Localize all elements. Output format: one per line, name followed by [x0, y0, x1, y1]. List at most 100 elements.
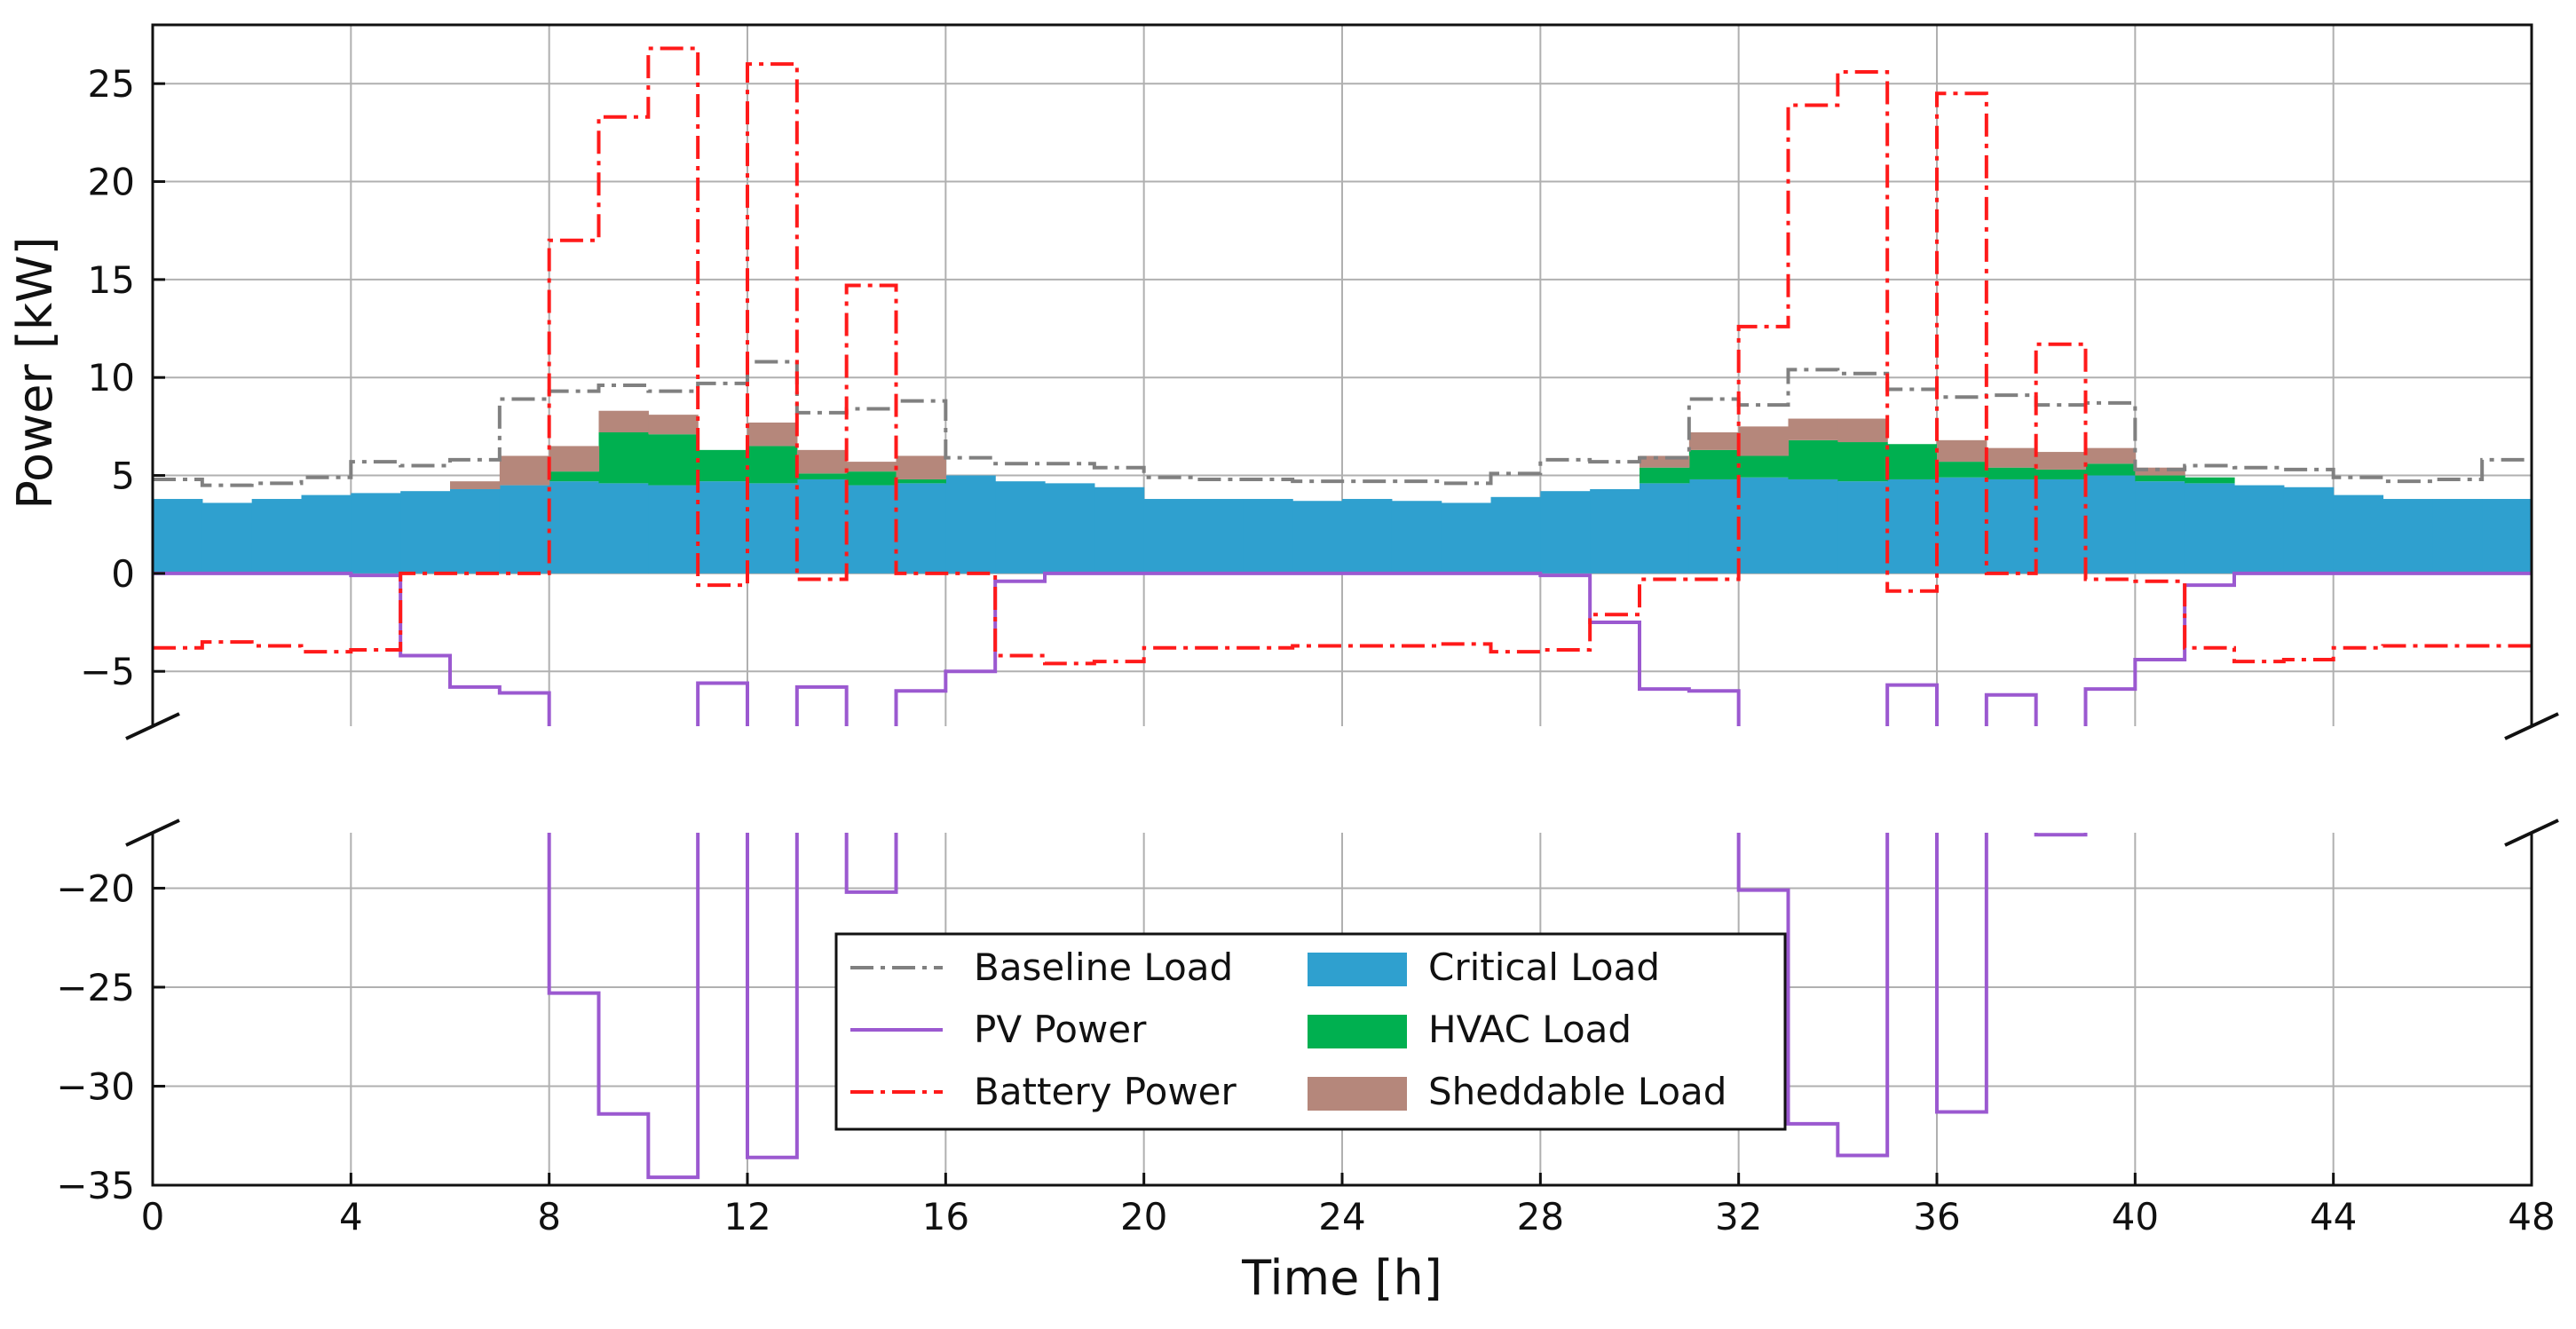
tick-labels: 0 4 8 12 16 20 24 28 32 36 40 44 48−50510152025−35−3… [56, 62, 2555, 1238]
area-segment-sheddable-load [2085, 447, 2136, 464]
area-segment-hvac-load [1837, 442, 1888, 482]
area-segment-hvac-load [1738, 455, 1790, 478]
area-segment-hvac-load [747, 446, 798, 484]
area-segment-hvac-load [796, 473, 848, 479]
x-tick-label: 24 [1318, 1195, 1365, 1238]
area-segment-critical-load [1094, 487, 1145, 574]
area-segment-critical-load [301, 494, 352, 574]
x-tick-label: 48 [2508, 1195, 2555, 1238]
x-tick-label: 20 [1120, 1195, 1167, 1238]
area-segment-critical-load [1640, 483, 1690, 574]
area-segment-critical-load [2283, 487, 2335, 574]
area-segment-critical-load [1788, 479, 1838, 574]
area-segment-hvac-load [846, 471, 897, 486]
legend: Baseline Load PV Power Battery Power Cri… [834, 932, 1787, 1131]
area-segment-critical-load [1342, 499, 1393, 574]
area-segment-critical-load [2035, 479, 2087, 574]
axis-break-mark [2504, 819, 2559, 847]
area-segment-critical-load [450, 488, 501, 574]
legend-label-battery-power: Battery Power [974, 1070, 1237, 1113]
x-tick-label: 16 [922, 1195, 969, 1238]
legend-label-hvac-load: HVAC Load [1428, 1008, 1632, 1051]
area-segment-critical-load [896, 483, 946, 574]
area-segment-critical-load [598, 483, 649, 574]
area-segment-sheddable-load [598, 410, 649, 432]
area-segment-sheddable-load [450, 481, 501, 489]
stacked-areas [153, 410, 2532, 574]
line-pv-power-lower [547, 833, 2088, 1180]
series-lines-lower [547, 833, 2088, 1180]
line-baseline-load-upper [153, 360, 2532, 487]
area-segment-critical-load [1540, 491, 1591, 574]
area-segment-hvac-load [1986, 467, 2037, 479]
area-segment-critical-load [995, 481, 1046, 574]
area-segment-hvac-load [1887, 444, 1938, 479]
x-tick-label: 0 [141, 1195, 165, 1238]
area-segment-critical-load [1937, 477, 1987, 574]
area-segment-critical-load [846, 485, 897, 574]
area-segment-sheddable-load [896, 455, 946, 479]
y-tick-label-upper: 25 [88, 62, 135, 106]
area-segment-critical-load [351, 493, 401, 574]
area-segment-critical-load [1045, 483, 1095, 574]
area-segment-critical-load [2382, 499, 2433, 574]
area-segment-critical-load [1243, 499, 1293, 574]
area-segment-hvac-load [2135, 475, 2185, 482]
area-segment-critical-load [499, 485, 550, 574]
x-tick-label: 32 [1715, 1195, 1762, 1238]
legend-label-sheddable-load: Sheddable Load [1428, 1070, 1727, 1113]
area-segment-sheddable-load [1986, 447, 2037, 468]
area-segment-critical-load [796, 479, 848, 574]
axis-break-mark [125, 712, 180, 740]
legend-label-pv-power: PV Power [974, 1008, 1147, 1051]
area-segment-hvac-load [598, 431, 649, 484]
area-segment-hvac-load [2085, 463, 2136, 476]
line-battery-power-upper [153, 46, 2532, 666]
area-segment-critical-load [1391, 501, 1442, 574]
x-tick-label: 4 [339, 1195, 363, 1238]
area-segment-critical-load [2333, 494, 2384, 574]
line-pv-power-upper [153, 571, 2532, 726]
legend-key-sheddable-load [1308, 1077, 1407, 1111]
area-segment-critical-load [2135, 481, 2185, 574]
area-segment-critical-load [2432, 499, 2483, 574]
area-segment-critical-load [1986, 479, 2037, 574]
area-segment-hvac-load [1788, 439, 1838, 479]
x-tick-label: 40 [2112, 1195, 2159, 1238]
area-segment-critical-load [1441, 502, 1492, 574]
x-tick-label: 8 [537, 1195, 561, 1238]
y-tick-label-upper: 10 [88, 356, 135, 399]
lower-axes-frame [151, 833, 2533, 1187]
area-segment-sheddable-load [499, 455, 550, 486]
y-tick-label-upper: 15 [88, 258, 135, 302]
x-tick-label: 28 [1517, 1195, 1564, 1238]
area-segment-hvac-load [2035, 469, 2087, 479]
area-segment-critical-load [945, 475, 996, 574]
area-segment-critical-load [648, 485, 699, 574]
area-segment-critical-load [1292, 501, 1343, 574]
area-segment-sheddable-load [1688, 431, 1740, 450]
area-segment-critical-load [1193, 499, 1244, 574]
y-tick-label-upper: 5 [111, 455, 135, 498]
area-segment-sheddable-load [2035, 452, 2087, 470]
area-segment-sheddable-load [846, 462, 897, 472]
area-segment-critical-load [549, 481, 600, 574]
axis-break-mark [125, 819, 180, 847]
legend-label-critical-load: Critical Load [1428, 945, 1660, 989]
area-segment-sheddable-load [1788, 418, 1838, 440]
area-segment-critical-load [2185, 483, 2235, 574]
area-segment-critical-load [1143, 499, 1195, 574]
area-segment-critical-load [698, 481, 748, 574]
area-segment-hvac-load [648, 434, 699, 486]
area-segment-critical-load [1887, 479, 1938, 574]
y-tick-label-lower: −25 [56, 966, 135, 1009]
area-segment-critical-load [747, 483, 798, 574]
series-lines-upper [153, 46, 2532, 726]
y-tick-label-upper: −5 [80, 650, 135, 693]
area-segment-critical-load [2234, 485, 2285, 574]
area-segment-hvac-load [896, 479, 946, 484]
area-segment-sheddable-load [549, 446, 600, 472]
area-segment-critical-load [251, 499, 303, 574]
